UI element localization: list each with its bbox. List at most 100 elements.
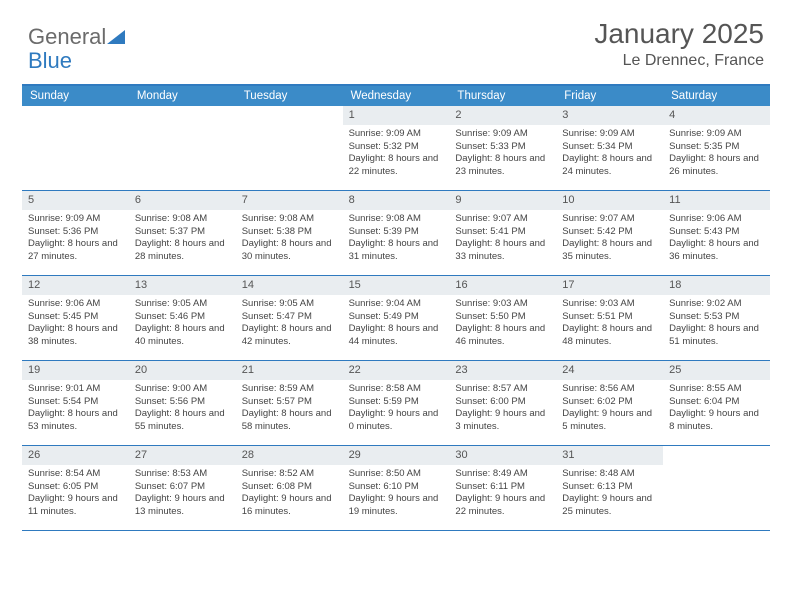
sunrise-text: Sunrise: 8:54 AM bbox=[28, 468, 125, 481]
calendar-day-cell: 1Sunrise: 9:09 AMSunset: 5:32 PMDaylight… bbox=[343, 106, 450, 190]
location-subtitle: Le Drennec, France bbox=[594, 52, 764, 70]
daylight-text: Daylight: 9 hours and 11 minutes. bbox=[28, 493, 125, 519]
weekday-header: Sunday bbox=[22, 86, 129, 106]
calendar-day-cell: 8Sunrise: 9:08 AMSunset: 5:39 PMDaylight… bbox=[343, 191, 450, 275]
sunrise-text: Sunrise: 9:04 AM bbox=[349, 298, 446, 311]
daylight-text: Daylight: 9 hours and 19 minutes. bbox=[349, 493, 446, 519]
calendar-day-cell: 13Sunrise: 9:05 AMSunset: 5:46 PMDayligh… bbox=[129, 276, 236, 360]
sunrise-text: Sunrise: 9:09 AM bbox=[349, 128, 446, 141]
sunset-text: Sunset: 6:02 PM bbox=[562, 396, 659, 409]
calendar-day-cell: 14Sunrise: 9:05 AMSunset: 5:47 PMDayligh… bbox=[236, 276, 343, 360]
sunrise-text: Sunrise: 9:08 AM bbox=[349, 213, 446, 226]
day-number: 10 bbox=[556, 191, 663, 210]
day-number: 24 bbox=[556, 361, 663, 380]
daylight-text: Daylight: 8 hours and 22 minutes. bbox=[349, 153, 446, 179]
calendar-week-row: 12Sunrise: 9:06 AMSunset: 5:45 PMDayligh… bbox=[22, 276, 770, 361]
sunset-text: Sunset: 6:04 PM bbox=[669, 396, 766, 409]
sunrise-text: Sunrise: 9:05 AM bbox=[242, 298, 339, 311]
logo-triangle-icon bbox=[107, 30, 125, 44]
sunset-text: Sunset: 5:45 PM bbox=[28, 311, 125, 324]
sunrise-text: Sunrise: 8:58 AM bbox=[349, 383, 446, 396]
day-number: 5 bbox=[22, 191, 129, 210]
daylight-text: Daylight: 8 hours and 48 minutes. bbox=[562, 323, 659, 349]
day-number: 18 bbox=[663, 276, 770, 295]
calendar-day-cell: 15Sunrise: 9:04 AMSunset: 5:49 PMDayligh… bbox=[343, 276, 450, 360]
calendar-day-cell: 7Sunrise: 9:08 AMSunset: 5:38 PMDaylight… bbox=[236, 191, 343, 275]
sunrise-text: Sunrise: 9:07 AM bbox=[562, 213, 659, 226]
day-number: 22 bbox=[343, 361, 450, 380]
calendar-day-cell: 3Sunrise: 9:09 AMSunset: 5:34 PMDaylight… bbox=[556, 106, 663, 190]
day-number: 19 bbox=[22, 361, 129, 380]
calendar-day-cell: 16 Sunrise: 9:03 AMSunset: 5:50 PMDayligh… bbox=[449, 276, 556, 360]
day-number: 15 bbox=[343, 276, 450, 295]
sunset-text: Sunset: 6:08 PM bbox=[242, 481, 339, 494]
logo-text-gray: General bbox=[28, 24, 106, 50]
day-number: 9 bbox=[449, 191, 556, 210]
day-number: 16 bbox=[449, 276, 556, 295]
sunset-text: Sunset: 5:42 PM bbox=[562, 226, 659, 239]
month-title: January 2025 bbox=[594, 18, 764, 50]
daylight-text: Daylight: 8 hours and 30 minutes. bbox=[242, 238, 339, 264]
sunrise-text: Sunrise: 9:06 AM bbox=[669, 213, 766, 226]
calendar-day-cell: 30Sunrise: 8:49 AMSunset: 6:11 PMDayligh… bbox=[449, 446, 556, 530]
sunrise-text: Sunrise: 8:57 AM bbox=[455, 383, 552, 396]
day-number: 4 bbox=[663, 106, 770, 125]
sunrise-text: Sunrise: 8:49 AM bbox=[455, 468, 552, 481]
daylight-text: Daylight: 8 hours and 23 minutes. bbox=[455, 153, 552, 179]
day-number: 2 bbox=[449, 106, 556, 125]
day-number: 23 bbox=[449, 361, 556, 380]
sunset-text: Sunset: 5:32 PM bbox=[349, 141, 446, 154]
sunset-text: Sunset: 5:46 PM bbox=[135, 311, 232, 324]
day-number: 13 bbox=[129, 276, 236, 295]
weekday-header: Tuesday bbox=[236, 86, 343, 106]
sunrise-text: Sunrise: 9:03 AM bbox=[455, 298, 552, 311]
daylight-text: Daylight: 8 hours and 40 minutes. bbox=[135, 323, 232, 349]
sunset-text: Sunset: 5:56 PM bbox=[135, 396, 232, 409]
daylight-text: Daylight: 8 hours and 44 minutes. bbox=[349, 323, 446, 349]
sunrise-text: Sunrise: 8:50 AM bbox=[349, 468, 446, 481]
calendar-day-cell: 25Sunrise: 8:55 AMSunset: 6:04 PMDayligh… bbox=[663, 361, 770, 445]
sunset-text: Sunset: 6:10 PM bbox=[349, 481, 446, 494]
daylight-text: Daylight: 9 hours and 8 minutes. bbox=[669, 408, 766, 434]
day-number: 7 bbox=[236, 191, 343, 210]
sunrise-text: Sunrise: 8:48 AM bbox=[562, 468, 659, 481]
sunrise-text: Sunrise: 9:07 AM bbox=[455, 213, 552, 226]
day-number: 12 bbox=[22, 276, 129, 295]
day-number: 30 bbox=[449, 446, 556, 465]
daylight-text: Daylight: 8 hours and 35 minutes. bbox=[562, 238, 659, 264]
sunset-text: Sunset: 6:05 PM bbox=[28, 481, 125, 494]
sunrise-text: Sunrise: 8:56 AM bbox=[562, 383, 659, 396]
daylight-text: Daylight: 8 hours and 28 minutes. bbox=[135, 238, 232, 264]
calendar-day-cell: 23Sunrise: 8:57 AMSunset: 6:00 PMDayligh… bbox=[449, 361, 556, 445]
day-number: 29 bbox=[343, 446, 450, 465]
calendar-day-cell: 27Sunrise: 8:53 AMSunset: 6:07 PMDayligh… bbox=[129, 446, 236, 530]
sunset-text: Sunset: 5:36 PM bbox=[28, 226, 125, 239]
sunset-text: Sunset: 5:50 PM bbox=[455, 311, 552, 324]
daylight-text: Daylight: 9 hours and 22 minutes. bbox=[455, 493, 552, 519]
sunset-text: Sunset: 5:38 PM bbox=[242, 226, 339, 239]
calendar-day-cell: 6Sunrise: 9:08 AMSunset: 5:37 PMDaylight… bbox=[129, 191, 236, 275]
daylight-text: Daylight: 8 hours and 26 minutes. bbox=[669, 153, 766, 179]
sunset-text: Sunset: 5:33 PM bbox=[455, 141, 552, 154]
sunset-text: Sunset: 6:13 PM bbox=[562, 481, 659, 494]
sunset-text: Sunset: 5:59 PM bbox=[349, 396, 446, 409]
daylight-text: Daylight: 8 hours and 46 minutes. bbox=[455, 323, 552, 349]
calendar-week-row: 19Sunrise: 9:01 AMSunset: 5:54 PMDayligh… bbox=[22, 361, 770, 446]
calendar-day-cell: 18Sunrise: 9:02 AMSunset: 5:53 PMDayligh… bbox=[663, 276, 770, 360]
day-number: 17 bbox=[556, 276, 663, 295]
daylight-text: Daylight: 9 hours and 25 minutes. bbox=[562, 493, 659, 519]
weekday-header-row: SundayMondayTuesdayWednesdayThursdayFrid… bbox=[22, 86, 770, 106]
daylight-text: Daylight: 8 hours and 51 minutes. bbox=[669, 323, 766, 349]
day-number: 8 bbox=[343, 191, 450, 210]
daylight-text: Daylight: 8 hours and 24 minutes. bbox=[562, 153, 659, 179]
sunset-text: Sunset: 5:53 PM bbox=[669, 311, 766, 324]
daylight-text: Daylight: 9 hours and 0 minutes. bbox=[349, 408, 446, 434]
logo-text-blue: Blue bbox=[28, 48, 72, 74]
daylight-text: Daylight: 8 hours and 31 minutes. bbox=[349, 238, 446, 264]
calendar-day-cell: 24Sunrise: 8:56 AMSunset: 6:02 PMDayligh… bbox=[556, 361, 663, 445]
daylight-text: Daylight: 8 hours and 36 minutes. bbox=[669, 238, 766, 264]
calendar-day-cell: 9Sunrise: 9:07 AMSunset: 5:41 PMDaylight… bbox=[449, 191, 556, 275]
weekday-header: Monday bbox=[129, 86, 236, 106]
daylight-text: Daylight: 8 hours and 53 minutes. bbox=[28, 408, 125, 434]
day-number: 27 bbox=[129, 446, 236, 465]
